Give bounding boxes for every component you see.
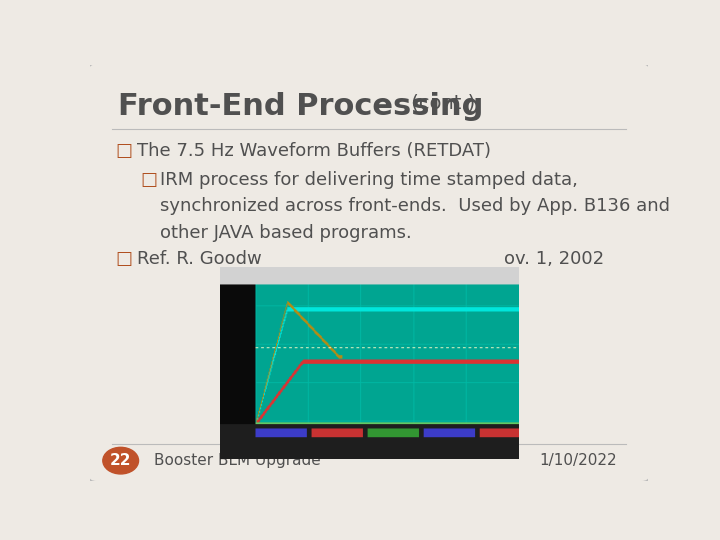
Circle shape (103, 447, 138, 474)
Text: The 7.5 Hz Waveform Buffers (RETDAT): The 7.5 Hz Waveform Buffers (RETDAT) (138, 141, 492, 160)
Text: 1/10/2022: 1/10/2022 (540, 453, 617, 468)
Text: ov. 1, 2002: ov. 1, 2002 (504, 250, 604, 268)
Text: IRM process for delivering time stamped data,: IRM process for delivering time stamped … (160, 171, 577, 189)
Text: □: □ (115, 250, 132, 268)
Text: □: □ (115, 141, 132, 160)
Text: (cont.): (cont.) (405, 93, 475, 112)
Text: □: □ (140, 171, 157, 189)
Text: Front-End Processing: Front-End Processing (118, 92, 483, 121)
Text: Ref. R. Goodw: Ref. R. Goodw (138, 250, 262, 268)
Text: Booster BLM Upgrade: Booster BLM Upgrade (154, 453, 321, 468)
Text: synchronized across front-ends.  Used by App. B136 and: synchronized across front-ends. Used by … (160, 197, 670, 215)
Text: 22: 22 (110, 453, 132, 468)
Text: other JAVA based programs.: other JAVA based programs. (160, 224, 412, 241)
FancyBboxPatch shape (89, 64, 649, 482)
